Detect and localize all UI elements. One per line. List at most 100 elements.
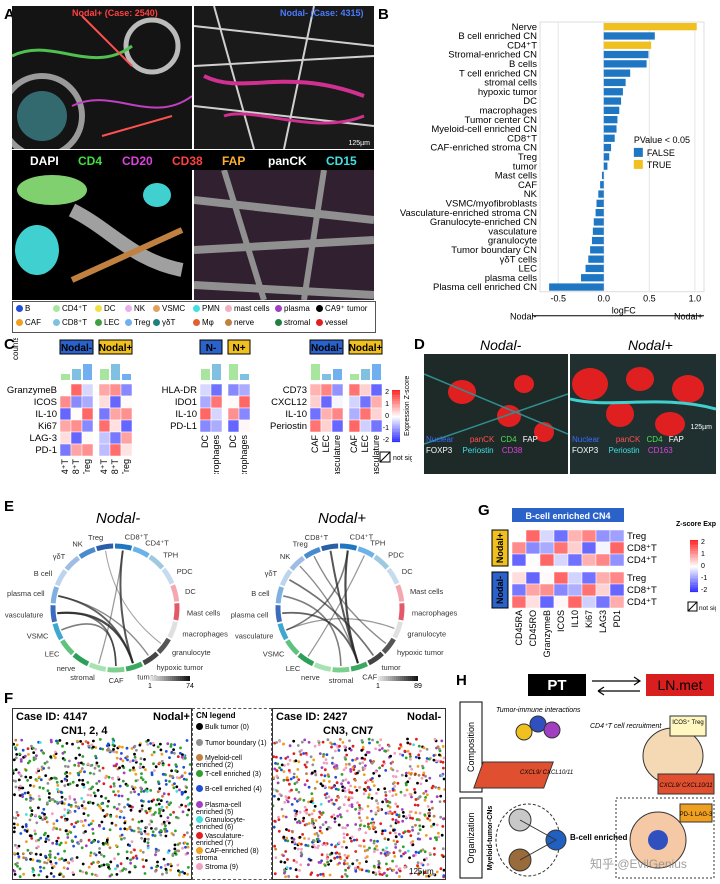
cell-point xyxy=(95,763,98,767)
cell-point xyxy=(281,814,285,818)
cell-point xyxy=(87,838,91,842)
cell-point xyxy=(187,866,190,869)
cell-point xyxy=(183,771,187,775)
cell-point xyxy=(310,792,314,795)
cell-point xyxy=(188,802,192,805)
cell-point xyxy=(273,844,276,848)
cell-point xyxy=(318,815,321,819)
heat-cell xyxy=(581,553,597,567)
cell-point xyxy=(12,758,16,762)
cell-point xyxy=(66,832,70,836)
cell-point xyxy=(411,840,415,843)
cell-point xyxy=(442,868,446,872)
cell-point xyxy=(367,796,370,799)
legend-foxp3: FOXP3 xyxy=(572,446,599,455)
cell-point xyxy=(168,756,171,759)
cell-point xyxy=(16,813,20,817)
cell-point xyxy=(336,855,339,859)
cell-point xyxy=(12,830,16,834)
cell-point xyxy=(169,813,173,817)
scale-gradient xyxy=(166,676,168,681)
cell-point xyxy=(340,782,343,786)
legend-foxp3: FOXP3 xyxy=(426,446,453,455)
cell-point xyxy=(383,749,387,753)
cell-point xyxy=(167,763,171,767)
legend-item: CA9⁺ tumor xyxy=(316,304,367,313)
cell-point xyxy=(431,806,434,810)
cell-point xyxy=(434,759,438,763)
column-label: CD4⁺T xyxy=(99,459,109,474)
heat-cell xyxy=(309,407,322,421)
node-label: macrophages xyxy=(182,629,228,638)
cell-point xyxy=(43,812,46,816)
cell-point xyxy=(384,798,388,801)
cell-point xyxy=(435,823,439,827)
cell-point xyxy=(327,825,331,829)
cell-point xyxy=(428,757,431,761)
node-label: stromal xyxy=(329,676,354,685)
cell-point xyxy=(305,779,309,782)
cell-point xyxy=(365,816,369,820)
cell-point xyxy=(116,776,120,779)
cell-point xyxy=(322,755,325,758)
cell-point xyxy=(398,875,401,878)
bidirectional-arrow xyxy=(592,676,642,696)
cell-point xyxy=(122,867,126,871)
cell-point xyxy=(400,808,404,811)
cell-point xyxy=(23,791,27,795)
cell-point xyxy=(55,739,58,743)
scale-tick: 2 xyxy=(701,539,705,546)
cell-point xyxy=(365,869,368,873)
cell-point xyxy=(273,819,277,823)
cell-point xyxy=(273,872,277,876)
cell-point xyxy=(332,802,336,806)
cell-point xyxy=(133,752,136,756)
cell-point xyxy=(34,832,37,836)
cell-point xyxy=(89,794,93,797)
cell-point xyxy=(379,738,383,742)
cell-point xyxy=(360,749,364,752)
cell-point xyxy=(321,740,325,744)
heat-cell xyxy=(70,395,83,409)
scale-gradient xyxy=(690,573,698,576)
node-label: TPH xyxy=(370,539,385,548)
cell-point xyxy=(81,778,85,782)
cell-point xyxy=(418,824,422,828)
cell-point xyxy=(160,752,164,756)
segmentation-map-right xyxy=(194,170,374,300)
heat-cell xyxy=(511,571,527,585)
cell-point xyxy=(296,744,300,747)
cell-point xyxy=(28,759,32,763)
cell-point xyxy=(375,799,378,803)
cell-point xyxy=(300,740,304,744)
cell-point xyxy=(393,751,397,755)
legend-item: nerve xyxy=(225,318,254,327)
cell-point xyxy=(303,805,307,809)
cell-point xyxy=(409,834,413,837)
cell-point xyxy=(16,823,20,827)
cell-point xyxy=(50,740,53,744)
cell-point xyxy=(357,844,361,847)
cell-point xyxy=(377,865,381,869)
cell-point xyxy=(325,792,329,795)
cell-point xyxy=(121,759,125,763)
bar xyxy=(603,69,631,77)
legend-swatch xyxy=(633,159,643,169)
cell-point xyxy=(21,825,25,829)
scale-gradient xyxy=(690,543,698,546)
cell-point xyxy=(299,863,303,867)
bar xyxy=(601,171,604,180)
cell-point xyxy=(109,815,113,818)
node-arc xyxy=(373,554,390,570)
cell-point xyxy=(419,782,423,786)
ns-label: not significant xyxy=(699,605,716,612)
cell-point xyxy=(131,768,135,772)
cell-point xyxy=(176,755,180,758)
cell-point xyxy=(357,828,361,832)
bar xyxy=(603,60,647,68)
node-arc xyxy=(320,543,339,552)
legend-item: DC xyxy=(95,304,116,313)
cell-point xyxy=(312,758,316,762)
scale-gradient xyxy=(162,676,164,681)
scale-gradient xyxy=(416,676,418,681)
